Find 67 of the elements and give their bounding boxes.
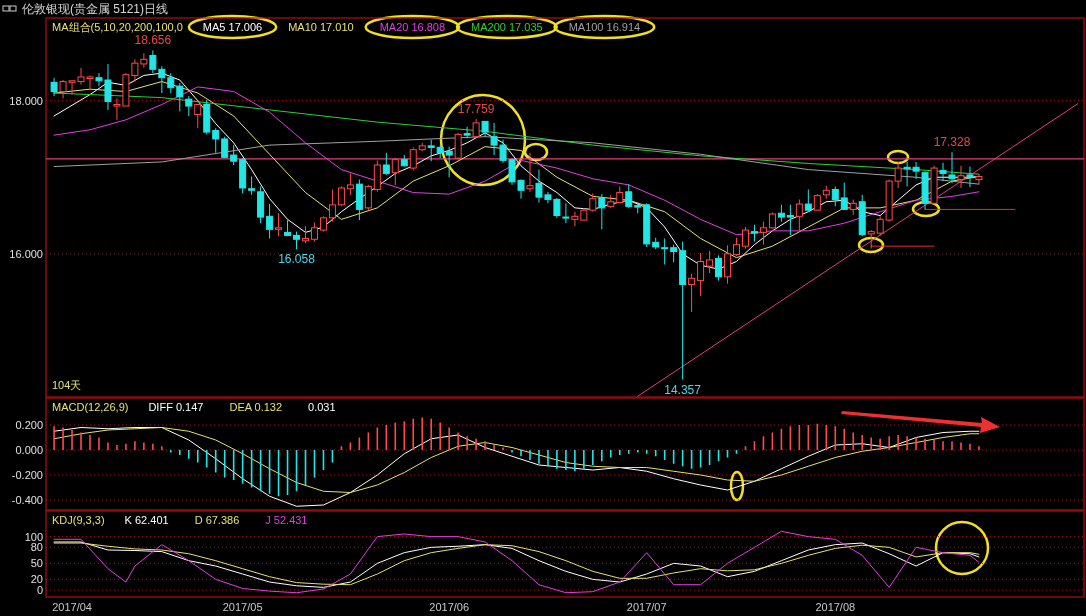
y-tick-label: 0.000	[15, 444, 43, 456]
annotation: 16.058	[278, 252, 316, 267]
annotation: 17.759	[457, 102, 495, 117]
text: MA10 17.010	[288, 21, 354, 33]
text: MA200 17.035	[471, 21, 543, 33]
line-series	[53, 136, 980, 185]
y-tick-label: 80	[30, 541, 43, 554]
y-tick-label: 0.200	[15, 419, 43, 431]
annotation: 0.031	[308, 401, 336, 413]
series-label: DIFF 0.147	[148, 401, 204, 413]
x-tick-label: 2017/07	[626, 601, 667, 613]
y-tick-label: 18.000	[9, 94, 43, 107]
candlestick	[436, 144, 444, 159]
text: MA20 16.808	[379, 21, 446, 33]
candlestick	[562, 202, 570, 224]
candlestick	[849, 198, 857, 216]
y-tick-label: 16.000	[9, 247, 43, 260]
line-series	[53, 530, 980, 594]
y-tick-label: -0.400	[11, 494, 43, 506]
x-tick-label: 2017/05	[222, 601, 263, 613]
text: DEA 0.132	[229, 401, 283, 413]
candlestick	[310, 221, 318, 243]
candlestick	[957, 165, 965, 189]
candlestick	[454, 132, 462, 161]
line-series	[53, 427, 980, 507]
annotation: 17.328	[933, 135, 971, 150]
candlestick	[266, 203, 274, 240]
y-tick-label: 0	[36, 584, 43, 597]
candlestick	[346, 172, 354, 196]
text: J 52.431	[265, 514, 308, 526]
annotation: 104天	[52, 379, 82, 391]
candlestick	[328, 189, 336, 223]
candlestick	[463, 126, 471, 139]
candlestick	[50, 77, 58, 97]
line-series	[53, 86, 980, 236]
candlestick	[975, 173, 983, 185]
candlestick	[212, 127, 220, 154]
candlestick	[697, 252, 705, 297]
x-tick-label: 2017/04	[52, 601, 92, 613]
line-series	[53, 427, 980, 493]
candlestick	[921, 170, 929, 210]
text: K 62.401	[124, 514, 169, 526]
candlestick	[930, 165, 938, 206]
y-tick-label: 50	[30, 557, 43, 570]
candlestick	[302, 225, 309, 244]
candlestick	[724, 244, 732, 285]
candlestick	[939, 162, 947, 182]
x-tick-label: 2017/08	[815, 601, 856, 613]
text: MA5 17.006	[202, 21, 263, 33]
annotation: 18.656	[134, 33, 172, 48]
candlestick	[185, 95, 193, 117]
annotation: 14.357	[664, 382, 702, 397]
candlestick	[715, 254, 723, 282]
y-tick-label: 100	[24, 530, 43, 543]
candlestick	[966, 166, 974, 188]
candlestick	[786, 204, 794, 236]
legend-title: MACD(12,26,9)	[52, 401, 129, 413]
y-tick-label: -0.200	[11, 469, 43, 481]
chart-title: 伦敦银现(贵金属 5121)日线	[22, 2, 169, 16]
legend-title: MA组合(5,10,20,200,100,0	[52, 21, 183, 33]
text: MA100 16.914	[568, 21, 641, 33]
x-tick-label: 2017/06	[429, 601, 470, 613]
candlestick	[948, 151, 956, 184]
legend-title: KDJ(9,3,3)	[52, 514, 105, 526]
candlestick	[526, 152, 534, 193]
text: D 67.386	[194, 514, 240, 526]
y-tick-label: 20	[30, 573, 43, 586]
